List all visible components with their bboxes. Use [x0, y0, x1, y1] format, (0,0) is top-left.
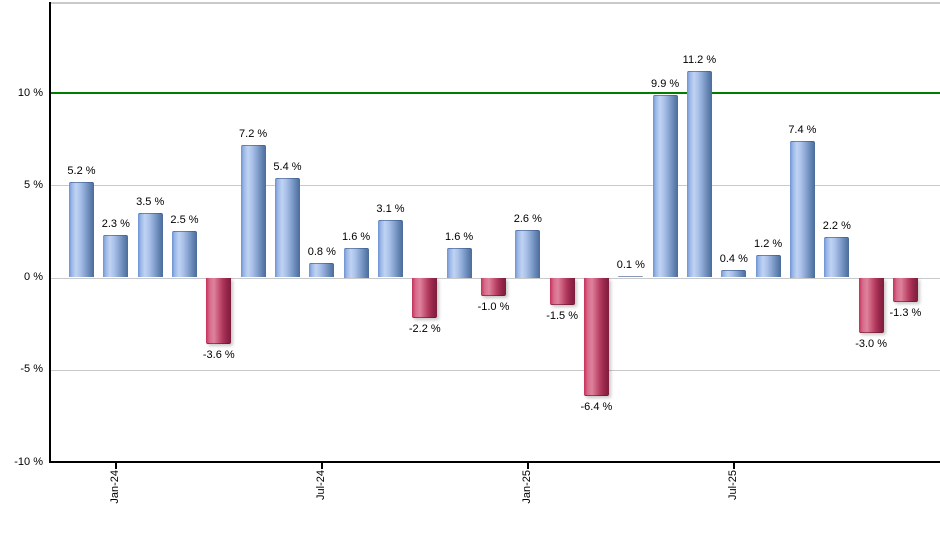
y-axis-tick-label: -5 %: [20, 363, 43, 376]
bar-value-label: -2.2 %: [408, 323, 441, 336]
x-axis-line: [49, 461, 940, 463]
bar-value-label: 0.1 %: [616, 258, 645, 271]
bar-value-label: 7.4 %: [788, 124, 817, 136]
x-axis-tick: [114, 463, 117, 469]
y-axis-tick-label: 10 %: [17, 86, 43, 99]
bar-Jun-25: [686, 70, 712, 278]
bar-value-label: 2.2 %: [822, 219, 851, 232]
bar-value-label: 3.5 %: [136, 195, 165, 208]
bar-Jan-24: [103, 235, 129, 278]
bar-Mar-25: [583, 277, 609, 396]
x-axis-tick: [732, 463, 735, 469]
bar-value-label: 1.6 %: [342, 231, 371, 243]
bar-value-label: 7.2 %: [239, 127, 268, 140]
bar-value-label: 9.9 %: [651, 77, 680, 90]
y-axis-line: [49, 2, 51, 463]
bar-Sep-24: [378, 220, 403, 278]
x-axis-tick-label: Jan-24: [108, 470, 121, 504]
bar-value-label: 0.4 %: [719, 253, 748, 266]
bar-value-label: 5.4 %: [273, 160, 302, 173]
x-axis-tick-label: Jul-25: [726, 470, 739, 500]
x-axis-tick-label: Jan-25: [520, 470, 533, 504]
bar-May-24: [240, 144, 266, 278]
y-axis-tick-label: 0 %: [24, 271, 43, 283]
bar-value-label: 1.6 %: [445, 231, 474, 243]
x-axis-tick: [320, 463, 323, 469]
bar-value-label: -3.6 %: [202, 348, 235, 361]
bar-value-label: 11.2 %: [682, 53, 717, 66]
bar-value-label: 1.2 %: [754, 238, 783, 251]
bar-value-label: -1.0 %: [477, 300, 510, 313]
x-axis-tick-label: Jul-24: [314, 470, 327, 500]
plot-top-border: [50, 2, 940, 4]
bar-value-label: -6.4 %: [580, 400, 613, 413]
bar-Aug-25: [755, 255, 781, 278]
bar-Apr-24: [206, 277, 232, 344]
bar-Dec-25: [892, 277, 918, 302]
bar-value-label: 2.5 %: [170, 214, 199, 227]
bar-Apr-25: [618, 275, 644, 278]
bar-value-label: 2.3 %: [101, 218, 130, 231]
bar-Jan-25: [515, 229, 541, 278]
bar-Nov-24: [446, 248, 472, 278]
y-axis-tick-label: -10 %: [14, 455, 43, 468]
bar-Dec-24: [481, 277, 506, 296]
bar-Dec-23: [69, 181, 94, 278]
bar-value-label: -1.5 %: [546, 310, 578, 323]
x-axis-tick: [526, 463, 529, 469]
bar-value-label: 2.6 %: [513, 212, 542, 225]
bar-Nov-25: [858, 277, 884, 333]
bar-Jul-25: [721, 270, 747, 278]
reference-line-10pct: [51, 92, 940, 94]
gridline: [51, 370, 940, 371]
bar-value-label: 3.1 %: [376, 203, 405, 216]
y-axis-tick-label: 5 %: [24, 178, 43, 191]
bar-Mar-24: [172, 231, 197, 278]
bar-value-label: 0.8 %: [307, 245, 336, 258]
bar-Oct-24: [412, 277, 438, 319]
bar-May-25: [652, 94, 678, 278]
bar-Jul-24: [309, 262, 335, 278]
bar-Jun-24: [275, 177, 300, 278]
bar-value-label: -3.0 %: [855, 337, 887, 350]
bar-value-label: -1.3 %: [889, 306, 922, 319]
bar-Feb-24: [137, 212, 163, 278]
bar-value-label: 5.2 %: [67, 164, 96, 177]
bar-Feb-25: [549, 277, 575, 306]
bar-Aug-24: [343, 248, 369, 278]
bar-Sep-25: [789, 141, 815, 278]
bar-Oct-25: [824, 236, 850, 278]
gridline: [51, 185, 940, 186]
